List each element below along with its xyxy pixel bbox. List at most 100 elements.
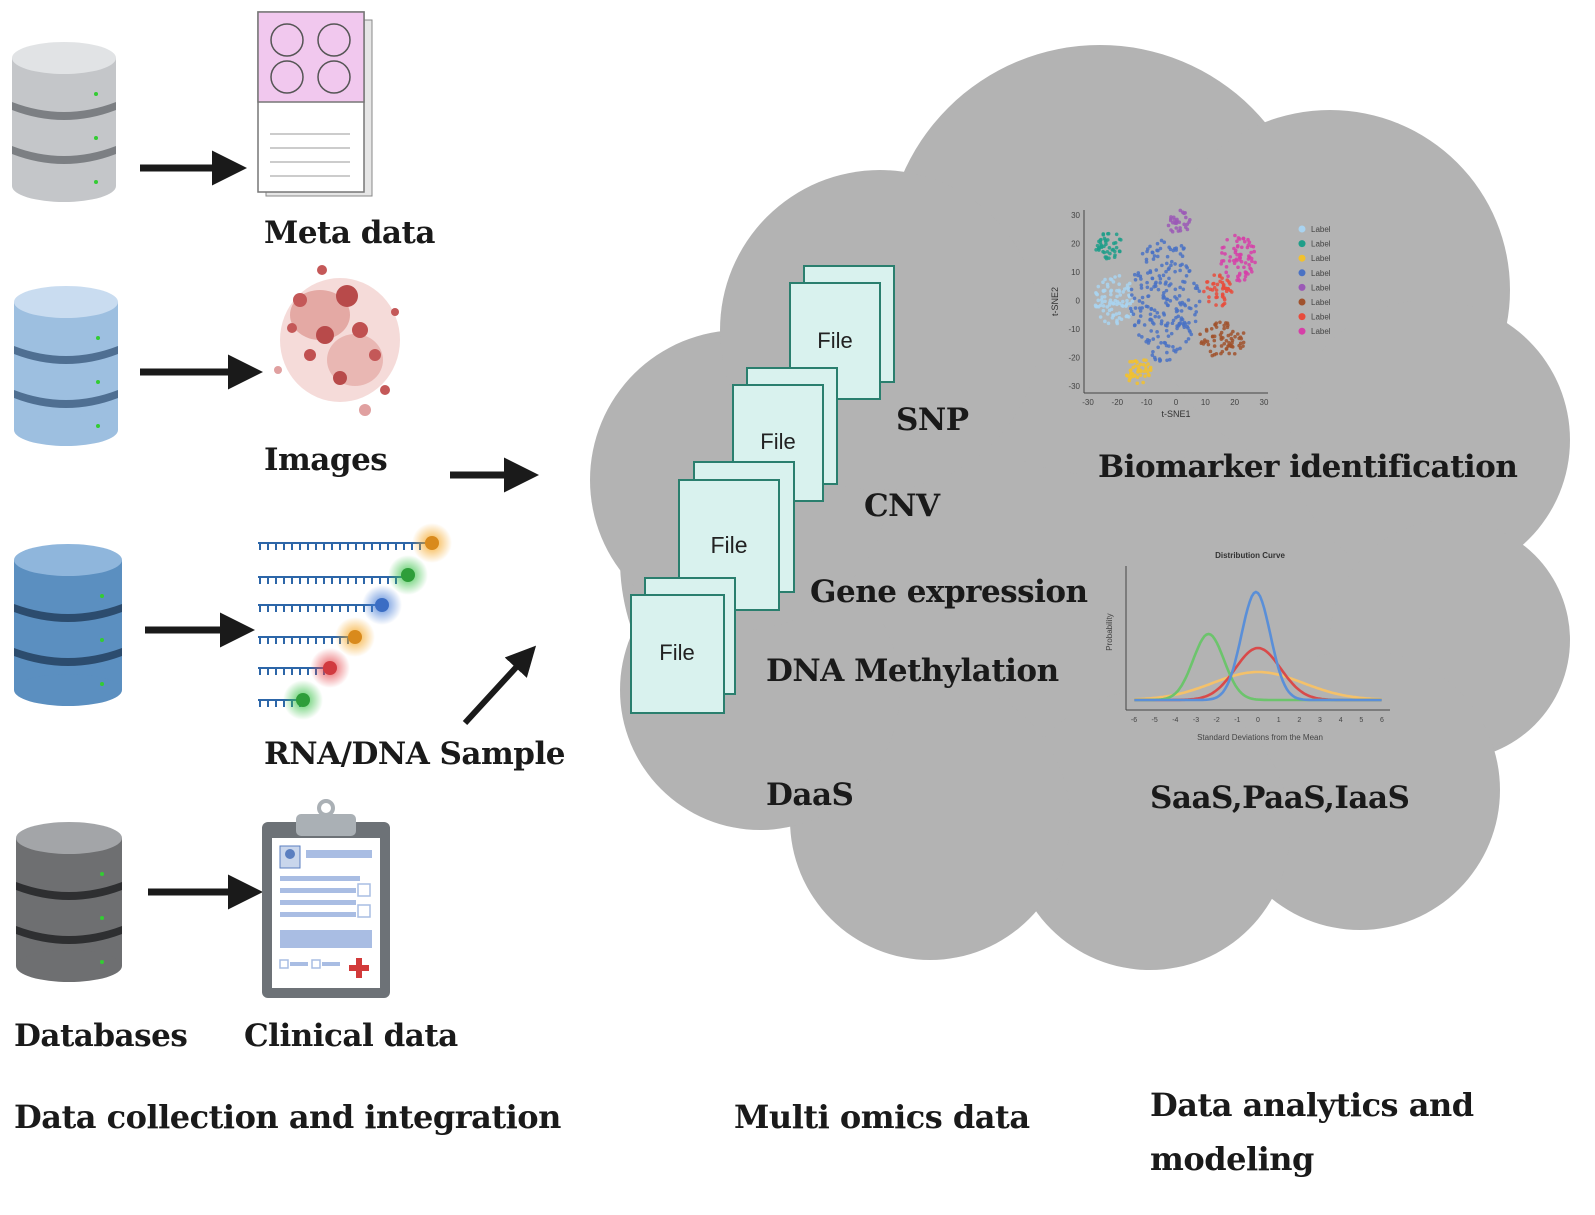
tsne-ytick: 20	[1071, 240, 1080, 249]
tsne-point	[1107, 246, 1112, 250]
tsne-point	[1179, 309, 1184, 313]
tsne-legend-label: Label	[1311, 269, 1331, 278]
distribution-curve-plot: Distribution Curve Standard Deviations fr…	[1105, 551, 1390, 742]
tsne-point	[1104, 256, 1109, 261]
tsne-point	[1093, 303, 1098, 308]
tsne-point	[1171, 344, 1175, 349]
tsne-point	[1249, 250, 1253, 255]
tsne-point	[1117, 282, 1121, 287]
tsne-legend-label: Label	[1311, 327, 1331, 336]
tsne-point	[1145, 249, 1149, 254]
daas-label: DaaS	[766, 777, 854, 813]
services-label: SaaS,PaaS,IaaS	[1150, 780, 1410, 816]
tsne-point	[1111, 280, 1116, 284]
tsne-point	[1235, 332, 1240, 336]
tsne-point	[1113, 275, 1117, 279]
tsne-point	[1232, 351, 1237, 356]
tsne-point	[1159, 238, 1164, 243]
tsne-point	[1127, 288, 1131, 292]
tsne-point	[1220, 280, 1225, 285]
tsne-point	[1136, 364, 1141, 369]
tsne-point	[1146, 362, 1150, 366]
tsne-point	[1218, 333, 1223, 337]
tsne-point	[1239, 245, 1244, 250]
tsne-ytick: -20	[1068, 354, 1080, 363]
tsne-point	[1114, 232, 1119, 237]
tsne-point	[1102, 288, 1107, 293]
omics-dna-methylation-label: DNA Methylation	[766, 653, 1059, 689]
tsne-point	[1144, 367, 1148, 372]
dist-title: Distribution Curve	[1215, 551, 1285, 560]
file-label-2: File	[760, 429, 795, 454]
tsne-point	[1101, 232, 1106, 236]
tsne-point	[1138, 309, 1143, 313]
tsne-point	[1179, 244, 1184, 248]
tsne-point	[1219, 261, 1224, 266]
tsne-point	[1102, 295, 1107, 299]
tsne-point	[1094, 290, 1098, 295]
tsne-point	[1210, 353, 1215, 358]
tsne-point	[1180, 254, 1185, 259]
tsne-point	[1106, 321, 1111, 326]
tsne-point	[1132, 323, 1137, 328]
tsne-point	[1229, 336, 1234, 341]
tsne-point	[1164, 269, 1168, 274]
tsne-point	[1181, 279, 1185, 284]
tsne-point	[1150, 353, 1155, 357]
tsne-point	[1223, 252, 1227, 256]
tsne-ytick: 30	[1071, 211, 1080, 220]
tsne-point	[1164, 280, 1168, 284]
tsne-point	[1158, 246, 1163, 251]
tsne-point	[1128, 368, 1133, 373]
dist-xtick: 4	[1339, 717, 1343, 724]
tsne-point	[1227, 351, 1231, 356]
tsne-point	[1127, 293, 1131, 298]
tsne-point	[1181, 247, 1186, 251]
tsne-point	[1218, 320, 1222, 325]
tsne-point	[1252, 249, 1256, 254]
tsne-point	[1101, 308, 1106, 313]
tsne-point	[1129, 309, 1134, 314]
tsne-point	[1205, 280, 1209, 284]
tsne-point	[1125, 301, 1129, 306]
tsne-point	[1186, 298, 1191, 302]
tsne-point	[1186, 337, 1191, 341]
tsne-point	[1139, 283, 1144, 287]
tsne-point	[1182, 222, 1186, 227]
tsne-point	[1138, 274, 1143, 279]
tsne-legend-label: Label	[1311, 313, 1331, 322]
tsne-point	[1144, 257, 1149, 262]
tsne-point	[1246, 237, 1250, 242]
tsne-point	[1235, 252, 1239, 257]
tsne-point	[1098, 303, 1103, 308]
dist-xtick: 1	[1277, 717, 1281, 724]
tsne-legend-label: Label	[1311, 254, 1331, 263]
tsne-point	[1178, 263, 1183, 268]
dist-xtick: 5	[1359, 717, 1363, 724]
tsne-point	[1187, 320, 1191, 325]
meta-data-label: Meta data	[264, 215, 435, 251]
tsne-point	[1153, 314, 1158, 319]
tsne-point	[1117, 301, 1122, 306]
tsne-point	[1140, 335, 1144, 339]
tsne-point	[1153, 357, 1158, 362]
tsne-point	[1192, 281, 1196, 286]
tsne-point	[1135, 381, 1140, 386]
tsne-point	[1139, 286, 1144, 290]
tsne-point	[1210, 334, 1215, 339]
tsne-point	[1158, 281, 1162, 285]
tsne-point	[1183, 322, 1188, 326]
tsne-point	[1242, 278, 1247, 282]
tsne-ylabel: t-SNE2	[1050, 287, 1060, 316]
tsne-point	[1222, 245, 1226, 250]
tsne-point	[1214, 303, 1218, 307]
tsne-point	[1138, 314, 1143, 318]
tsne-point	[1175, 324, 1179, 328]
footer-multi-omics: Multi omics data	[734, 1098, 1030, 1136]
tsne-point	[1167, 266, 1171, 270]
tsne-point	[1183, 303, 1188, 308]
tsne-point	[1175, 217, 1179, 222]
tsne-point	[1245, 245, 1250, 250]
tsne-point	[1212, 285, 1217, 290]
tsne-point	[1161, 273, 1166, 278]
